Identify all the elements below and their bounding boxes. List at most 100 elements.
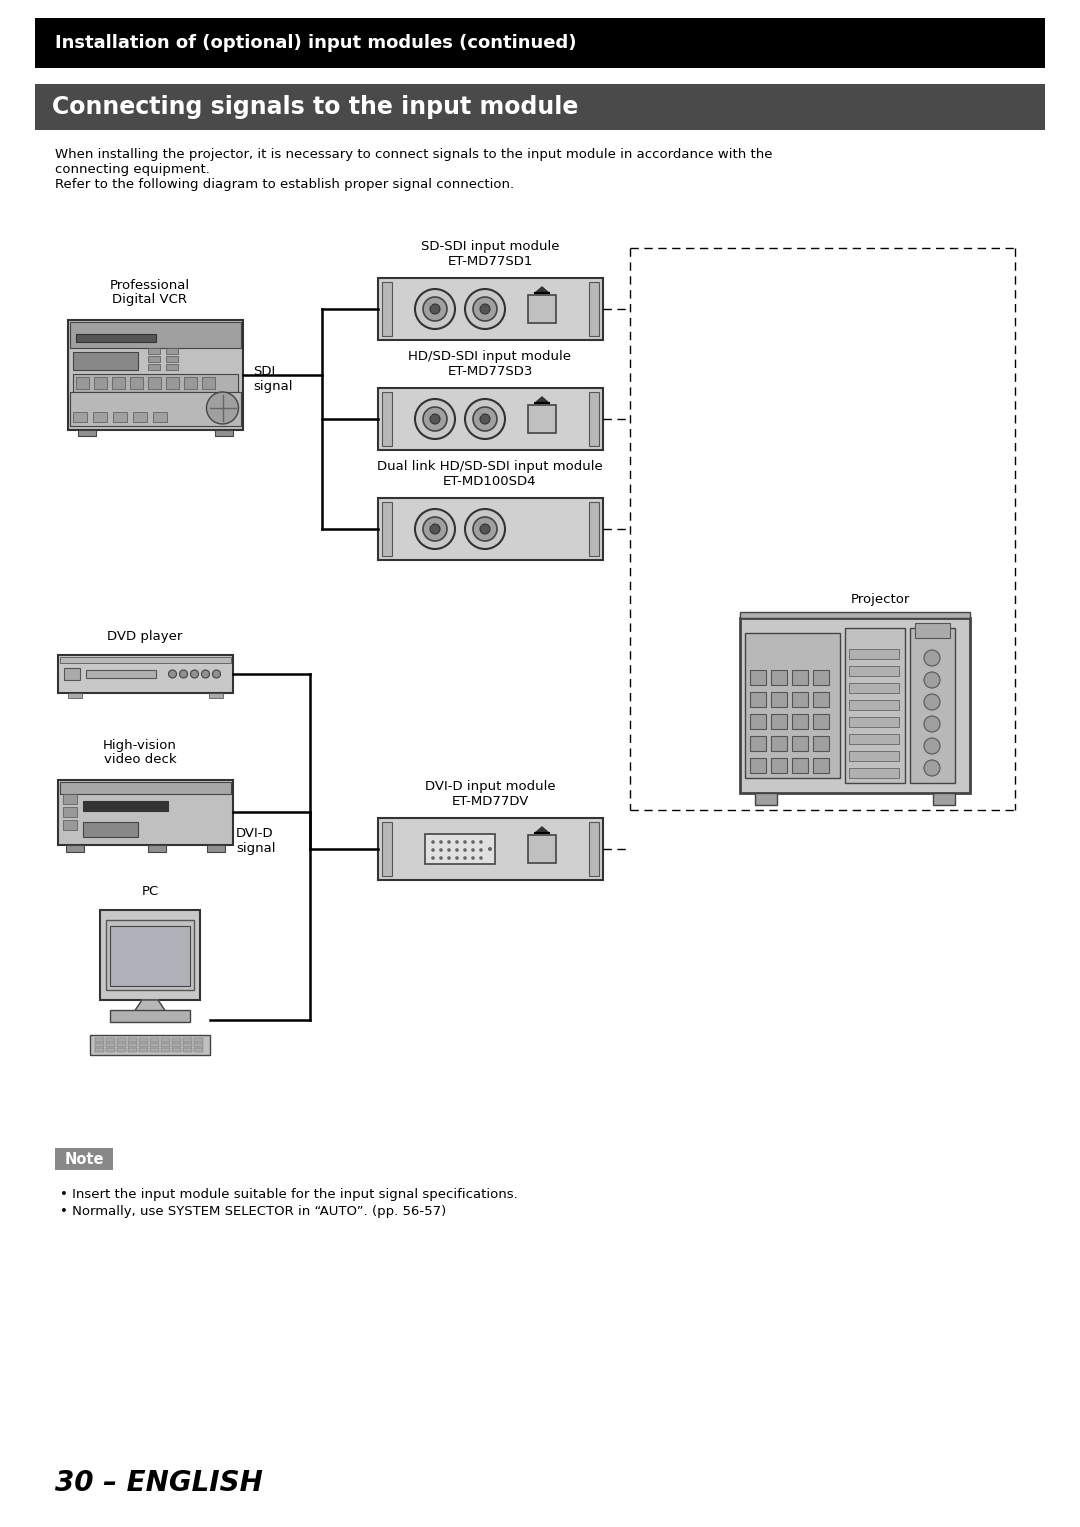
Circle shape: [463, 857, 467, 860]
Circle shape: [202, 670, 210, 678]
Text: DVI-D input module: DVI-D input module: [424, 780, 555, 793]
Circle shape: [179, 670, 188, 678]
Bar: [148, 377, 161, 389]
Bar: [117, 1038, 126, 1041]
Text: • Normally, use SYSTEM SELECTOR in “AUTO”. (pp. 56-57): • Normally, use SYSTEM SELECTOR in “AUTO…: [60, 1205, 446, 1219]
Bar: [849, 751, 899, 760]
Polygon shape: [132, 1000, 168, 1015]
Text: Dual link HD/SD-SDI input module: Dual link HD/SD-SDI input module: [377, 460, 603, 473]
Text: DVI-D: DVI-D: [237, 828, 273, 840]
Circle shape: [440, 857, 443, 860]
Circle shape: [423, 518, 447, 541]
Bar: [72, 353, 137, 370]
Text: connecting equipment.: connecting equipment.: [55, 163, 210, 176]
Text: PC: PC: [141, 886, 159, 898]
Bar: [792, 736, 808, 751]
Circle shape: [447, 847, 450, 852]
Circle shape: [415, 399, 455, 438]
Circle shape: [480, 857, 483, 860]
Bar: [35, 18, 1045, 69]
Bar: [771, 692, 787, 707]
Circle shape: [428, 412, 432, 415]
Circle shape: [471, 840, 475, 844]
Bar: [63, 820, 77, 831]
Circle shape: [415, 508, 455, 550]
Circle shape: [465, 289, 505, 328]
Text: SD-SDI input module: SD-SDI input module: [421, 240, 559, 253]
Circle shape: [480, 304, 490, 315]
Text: signal: signal: [253, 380, 293, 392]
Text: High-vision: High-vision: [103, 739, 177, 751]
Bar: [55, 1148, 113, 1170]
Bar: [100, 910, 200, 1000]
Bar: [813, 757, 829, 773]
Bar: [740, 618, 970, 793]
Text: ET-MD77SD1: ET-MD77SD1: [447, 255, 532, 269]
Text: 30 – ENGLISH: 30 – ENGLISH: [55, 1469, 262, 1496]
Bar: [183, 1043, 192, 1048]
Bar: [202, 377, 215, 389]
Circle shape: [471, 847, 475, 852]
Bar: [165, 348, 177, 354]
Bar: [64, 667, 80, 680]
Bar: [771, 736, 787, 751]
Bar: [378, 498, 603, 560]
Bar: [771, 757, 787, 773]
Bar: [63, 806, 77, 817]
Bar: [378, 818, 603, 880]
Circle shape: [488, 847, 492, 851]
Bar: [117, 1048, 126, 1052]
Bar: [111, 377, 124, 389]
Bar: [208, 693, 222, 698]
Circle shape: [430, 524, 440, 534]
Bar: [528, 835, 556, 863]
Circle shape: [473, 296, 497, 321]
Bar: [139, 1048, 148, 1052]
Text: ET-MD100SD4: ET-MD100SD4: [443, 475, 537, 489]
Bar: [72, 412, 86, 421]
Circle shape: [447, 840, 450, 844]
Bar: [129, 1043, 137, 1048]
Bar: [183, 1038, 192, 1041]
Bar: [849, 683, 899, 693]
Circle shape: [213, 670, 220, 678]
Bar: [150, 1043, 159, 1048]
Bar: [184, 377, 197, 389]
Bar: [381, 392, 391, 446]
Bar: [849, 666, 899, 676]
Polygon shape: [535, 287, 549, 293]
Circle shape: [431, 857, 435, 860]
Circle shape: [423, 296, 447, 321]
Bar: [130, 377, 143, 389]
Bar: [69, 392, 241, 426]
Circle shape: [471, 857, 475, 860]
Polygon shape: [535, 828, 549, 834]
Bar: [76, 334, 156, 342]
Text: ET-MD77SD3: ET-MD77SD3: [447, 365, 532, 379]
Bar: [148, 363, 160, 370]
Circle shape: [480, 840, 483, 844]
Bar: [426, 834, 495, 864]
Circle shape: [924, 651, 940, 666]
Circle shape: [423, 408, 447, 431]
Circle shape: [478, 302, 482, 305]
Bar: [849, 699, 899, 710]
Bar: [381, 502, 391, 556]
Circle shape: [431, 840, 435, 844]
Circle shape: [473, 518, 497, 541]
Circle shape: [478, 522, 482, 525]
Text: • Insert the input module suitable for the input signal specifications.: • Insert the input module suitable for t…: [60, 1188, 517, 1202]
Text: signal: signal: [237, 841, 275, 855]
Bar: [35, 84, 1045, 130]
Circle shape: [463, 840, 467, 844]
Bar: [750, 670, 766, 686]
Bar: [381, 822, 391, 876]
Bar: [95, 1048, 104, 1052]
Bar: [66, 844, 83, 852]
Bar: [90, 1035, 210, 1055]
Bar: [63, 794, 77, 805]
Circle shape: [455, 847, 459, 852]
Bar: [78, 431, 95, 437]
Bar: [845, 628, 905, 783]
Bar: [161, 1048, 170, 1052]
